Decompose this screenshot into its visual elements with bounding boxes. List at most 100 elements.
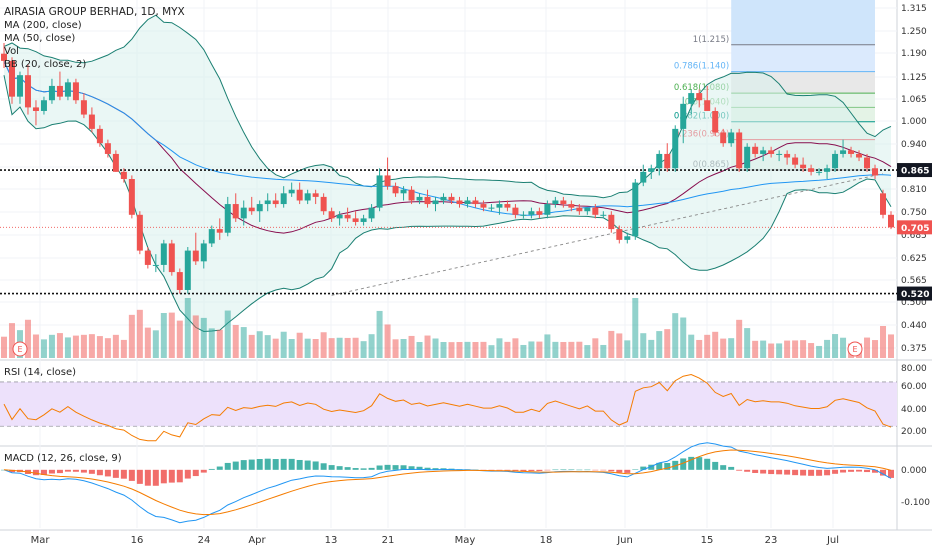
candle-body[interactable] bbox=[280, 193, 287, 205]
candle-body[interactable] bbox=[104, 143, 111, 154]
candle-body[interactable] bbox=[304, 193, 311, 201]
candle-body[interactable] bbox=[536, 211, 543, 215]
candle-body[interactable] bbox=[272, 200, 279, 205]
candle-body[interactable] bbox=[1, 53, 7, 61]
candle-body[interactable] bbox=[496, 204, 503, 208]
candle-body[interactable] bbox=[64, 82, 71, 97]
candle-body[interactable] bbox=[264, 200, 271, 205]
candle-body[interactable] bbox=[664, 153, 671, 169]
candle-body[interactable] bbox=[48, 85, 55, 101]
candle-body[interactable] bbox=[288, 189, 295, 194]
candle-body[interactable] bbox=[568, 204, 575, 208]
candle-body[interactable] bbox=[648, 168, 655, 172]
candle-body[interactable] bbox=[816, 171, 823, 173]
candle-body[interactable] bbox=[752, 146, 759, 154]
candle-body[interactable] bbox=[808, 168, 815, 172]
candle-body[interactable] bbox=[832, 153, 839, 169]
candle-body[interactable] bbox=[888, 214, 894, 228]
candle-body[interactable] bbox=[472, 200, 479, 205]
candle-body[interactable] bbox=[216, 229, 223, 233]
candle-body[interactable] bbox=[792, 157, 799, 165]
candle-body[interactable] bbox=[192, 250, 199, 262]
candle-body[interactable] bbox=[16, 75, 23, 97]
candle-body[interactable] bbox=[872, 168, 879, 176]
candle-body[interactable] bbox=[800, 164, 807, 169]
candle-body[interactable] bbox=[328, 211, 335, 219]
candle-body[interactable] bbox=[760, 150, 767, 154]
candle-body[interactable] bbox=[784, 153, 791, 158]
candle-body[interactable] bbox=[120, 171, 127, 179]
candle-body[interactable] bbox=[80, 100, 87, 115]
candle-body[interactable] bbox=[160, 243, 167, 265]
candle-body[interactable] bbox=[688, 93, 695, 104]
candle-body[interactable] bbox=[368, 207, 375, 219]
candle-body[interactable] bbox=[392, 186, 399, 194]
candle-body[interactable] bbox=[440, 196, 447, 201]
candle-body[interactable] bbox=[696, 93, 703, 101]
candle-body[interactable] bbox=[672, 128, 679, 169]
candle-body[interactable] bbox=[224, 204, 231, 233]
candle-body[interactable] bbox=[856, 153, 863, 158]
candle-body[interactable] bbox=[296, 189, 303, 201]
candle-body[interactable] bbox=[712, 110, 719, 133]
candle-body[interactable] bbox=[424, 196, 431, 205]
candle-body[interactable] bbox=[512, 207, 519, 215]
candle-body[interactable] bbox=[96, 128, 103, 144]
candle-body[interactable] bbox=[504, 204, 511, 208]
candle-body[interactable] bbox=[312, 193, 319, 197]
candle-body[interactable] bbox=[600, 214, 607, 216]
candle-body[interactable] bbox=[624, 236, 631, 240]
candle-body[interactable] bbox=[208, 229, 215, 244]
candle-body[interactable] bbox=[456, 200, 463, 205]
candle-body[interactable] bbox=[128, 179, 135, 215]
candle-body[interactable] bbox=[576, 207, 583, 212]
candle-body[interactable] bbox=[168, 243, 175, 273]
earnings-marker[interactable] bbox=[12, 341, 28, 357]
candle-body[interactable] bbox=[528, 211, 535, 215]
candle-body[interactable] bbox=[336, 214, 343, 219]
candle-body[interactable] bbox=[560, 200, 567, 205]
candle-body[interactable] bbox=[544, 204, 551, 215]
candle-body[interactable] bbox=[176, 272, 183, 290]
candle-body[interactable] bbox=[640, 171, 647, 183]
candle-body[interactable] bbox=[680, 103, 687, 129]
candle-body[interactable] bbox=[72, 82, 79, 101]
candle-body[interactable] bbox=[720, 132, 727, 144]
candle-body[interactable] bbox=[840, 150, 847, 154]
candle-body[interactable] bbox=[256, 204, 263, 212]
candle-body[interactable] bbox=[240, 207, 247, 219]
candle-body[interactable] bbox=[24, 75, 31, 108]
candle-body[interactable] bbox=[824, 168, 831, 172]
candle-body[interactable] bbox=[848, 150, 855, 154]
candle-body[interactable] bbox=[184, 250, 191, 290]
candle-body[interactable] bbox=[360, 218, 367, 222]
candle-body[interactable] bbox=[32, 107, 39, 111]
candle-body[interactable] bbox=[8, 60, 15, 97]
candle-body[interactable] bbox=[728, 132, 735, 144]
candle-body[interactable] bbox=[744, 146, 751, 169]
candle-body[interactable] bbox=[352, 218, 359, 222]
candle-body[interactable] bbox=[448, 196, 455, 201]
candle-body[interactable] bbox=[608, 214, 615, 230]
candle-body[interactable] bbox=[344, 214, 351, 219]
candle-body[interactable] bbox=[136, 214, 143, 251]
candle-body[interactable] bbox=[880, 193, 887, 215]
candle-body[interactable] bbox=[320, 196, 327, 212]
candle-body[interactable] bbox=[88, 114, 95, 129]
candle-body[interactable] bbox=[584, 207, 591, 212]
candle-body[interactable] bbox=[520, 214, 527, 216]
candle-body[interactable] bbox=[464, 200, 471, 205]
earnings-marker[interactable] bbox=[847, 341, 863, 357]
candle-body[interactable] bbox=[112, 153, 119, 172]
candle-body[interactable] bbox=[152, 264, 159, 266]
candle-body[interactable] bbox=[384, 175, 391, 187]
candle-body[interactable] bbox=[248, 207, 255, 212]
candle-body[interactable] bbox=[656, 153, 663, 169]
candle-body[interactable] bbox=[768, 150, 775, 154]
candle-body[interactable] bbox=[416, 196, 423, 201]
candle-body[interactable] bbox=[408, 189, 415, 201]
candle-body[interactable] bbox=[864, 157, 871, 169]
candle-body[interactable] bbox=[632, 182, 639, 237]
candle-body[interactable] bbox=[40, 100, 47, 111]
